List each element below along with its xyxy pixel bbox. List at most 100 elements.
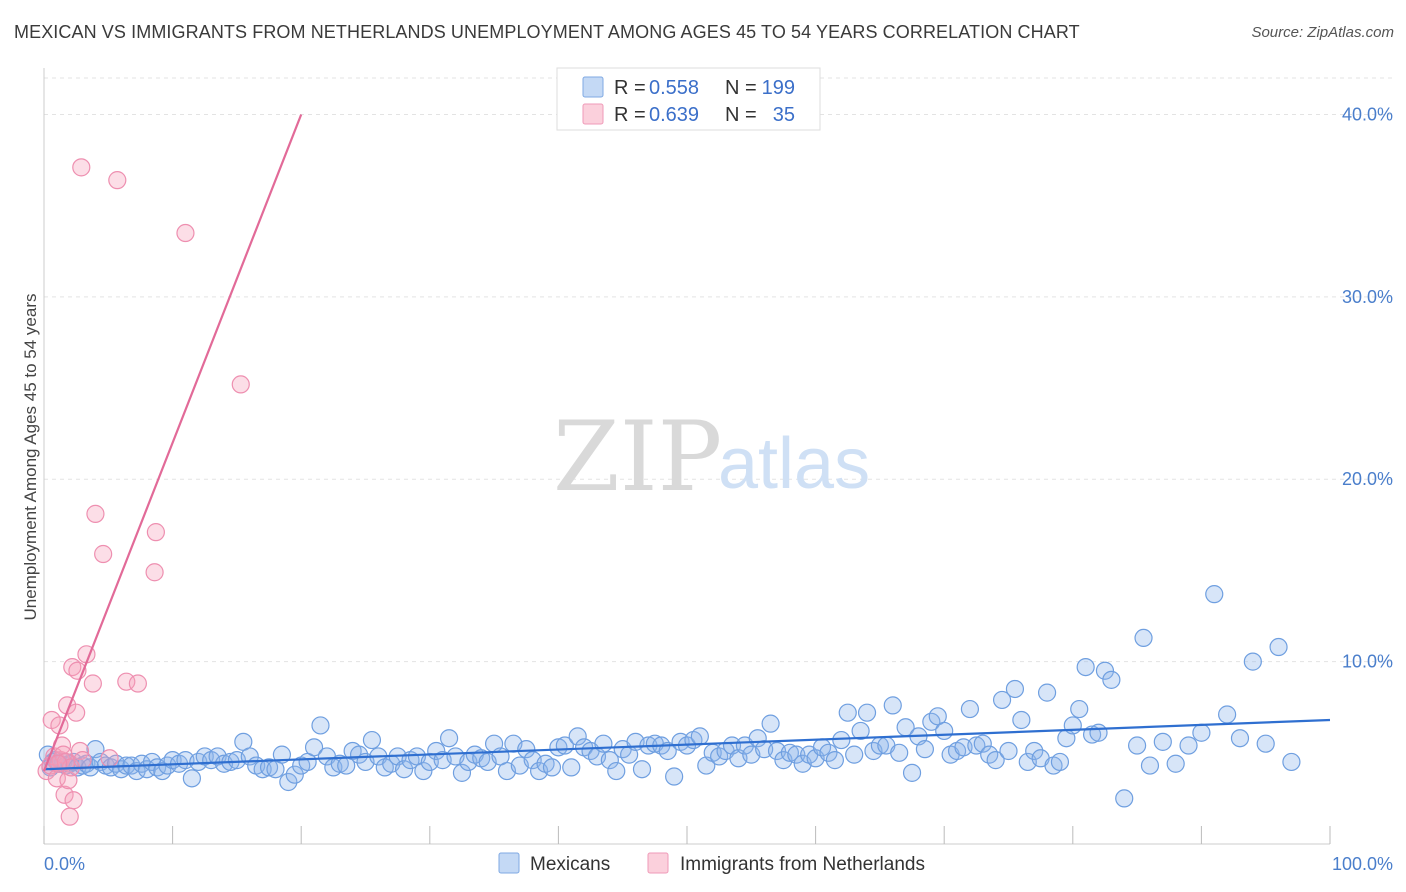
axes — [43, 68, 1331, 845]
point-mexicans — [1076, 657, 1095, 677]
point-mexicans — [452, 763, 472, 782]
legend-bottom-label-netherlands: Immigrants from Netherlands — [680, 854, 925, 875]
legend-n-value-1: 199 — [762, 77, 795, 99]
legend-bottom-swatch-mexicans — [498, 852, 520, 874]
point-mexicans — [394, 760, 414, 779]
point-netherlands — [117, 672, 136, 691]
point-netherlands — [176, 223, 195, 243]
point-mexicans — [562, 758, 581, 777]
legend-n-label-1: N = — [725, 77, 757, 99]
point-netherlands — [64, 791, 83, 810]
point-mexicans — [832, 730, 851, 750]
grid-lines — [44, 77, 1393, 663]
point-netherlands — [100, 749, 119, 768]
y-axis-label: Unemployment Among Ages 45 to 54 years — [21, 294, 40, 621]
point-mexicans — [1269, 637, 1288, 657]
point-mexicans — [1179, 736, 1198, 755]
point-mexicans — [259, 758, 279, 777]
point-mexicans — [838, 703, 857, 722]
point-mexicans — [1127, 736, 1147, 755]
point-mexicans — [967, 736, 986, 755]
point-netherlands — [47, 769, 66, 788]
point-netherlands — [72, 158, 91, 177]
point-netherlands — [128, 674, 147, 693]
legend-r-label-1: R = — [614, 77, 646, 99]
point-mexicans — [1192, 723, 1211, 742]
point-mexicans — [1012, 710, 1031, 730]
point-netherlands — [146, 523, 165, 542]
point-mexicans — [851, 721, 870, 741]
point-mexicans — [1005, 679, 1025, 699]
point-mexicans — [279, 772, 298, 792]
series-mexicans — [38, 585, 1301, 808]
legend-r-label-2: R = — [614, 104, 646, 126]
point-mexicans — [986, 751, 1005, 770]
point-mexicans — [549, 738, 568, 757]
point-mexicans — [1025, 741, 1044, 761]
point-mexicans — [780, 743, 799, 762]
point-mexicans — [999, 741, 1018, 761]
point-mexicans — [304, 738, 324, 757]
trend-line-netherlands — [42, 114, 303, 772]
point-mexicans — [1230, 729, 1250, 748]
point-netherlands — [73, 751, 92, 770]
point-mexicans — [1153, 732, 1172, 751]
point-mexicans — [690, 727, 709, 746]
point-mexicans — [349, 745, 369, 764]
x-tick-min: 0.0% — [44, 854, 85, 874]
point-mexicans — [761, 714, 780, 733]
point-mexicans — [1134, 628, 1153, 648]
point-mexicans — [600, 751, 619, 770]
watermark-atlas: atlas — [718, 424, 870, 504]
point-mexicans — [973, 734, 992, 753]
point-mexicans — [285, 765, 304, 784]
legend-swatch-netherlands — [582, 103, 604, 125]
point-mexicans — [1243, 652, 1262, 671]
point-mexicans — [330, 754, 349, 773]
legend-n-value-2: 35 — [773, 104, 795, 126]
legend-n-label-2: N = — [725, 104, 757, 126]
point-mexicans — [1256, 734, 1275, 753]
chart-title: MEXICAN VS IMMIGRANTS FROM NETHERLANDS U… — [14, 22, 1080, 42]
point-mexicans — [960, 699, 980, 719]
point-mexicans — [883, 696, 902, 715]
point-mexicans — [1089, 723, 1108, 742]
point-mexicans — [1282, 752, 1301, 772]
point-netherlands — [231, 375, 250, 394]
point-mexicans — [787, 745, 806, 764]
point-mexicans — [935, 721, 954, 741]
point-mexicans — [311, 716, 330, 735]
watermark-zip: ZIP — [553, 401, 722, 513]
point-mexicans — [362, 730, 382, 750]
point-mexicans — [542, 758, 562, 777]
point-mexicans — [1050, 752, 1070, 772]
source-label: Source: ZipAtlas.com — [1251, 24, 1394, 41]
y-tick-label: 10.0% — [1342, 652, 1393, 672]
point-mexicans — [632, 760, 652, 779]
legend-r-value-1: 0.558 — [649, 77, 699, 99]
point-mexicans — [594, 734, 613, 753]
y-tick-label: 20.0% — [1342, 469, 1393, 489]
point-mexicans — [1115, 789, 1134, 808]
legend-bottom-label-mexicans: Mexicans — [530, 854, 610, 875]
point-netherlands — [60, 807, 79, 826]
point-mexicans — [665, 767, 684, 786]
trend-line-mexicans — [43, 718, 1331, 771]
point-mexicans — [1037, 683, 1057, 702]
legend-swatch-mexicans — [582, 76, 604, 98]
point-mexicans — [845, 745, 864, 764]
point-mexicans — [857, 703, 877, 722]
point-mexicans — [819, 743, 838, 762]
y-tick-labels: 10.0% 20.0% 30.0% 40.0% — [1342, 104, 1393, 671]
point-netherlands — [86, 504, 105, 523]
point-mexicans — [1070, 699, 1089, 719]
point-mexicans — [902, 763, 922, 782]
point-mexicans — [890, 743, 909, 762]
point-mexicans — [915, 740, 935, 759]
y-tick-label: 30.0% — [1342, 287, 1393, 307]
point-mexicans — [1166, 754, 1185, 773]
legend-bottom: Mexicans Immigrants from Netherlands — [498, 852, 925, 875]
point-mexicans — [182, 769, 201, 788]
legend-bottom-swatch-netherlands — [647, 852, 669, 874]
